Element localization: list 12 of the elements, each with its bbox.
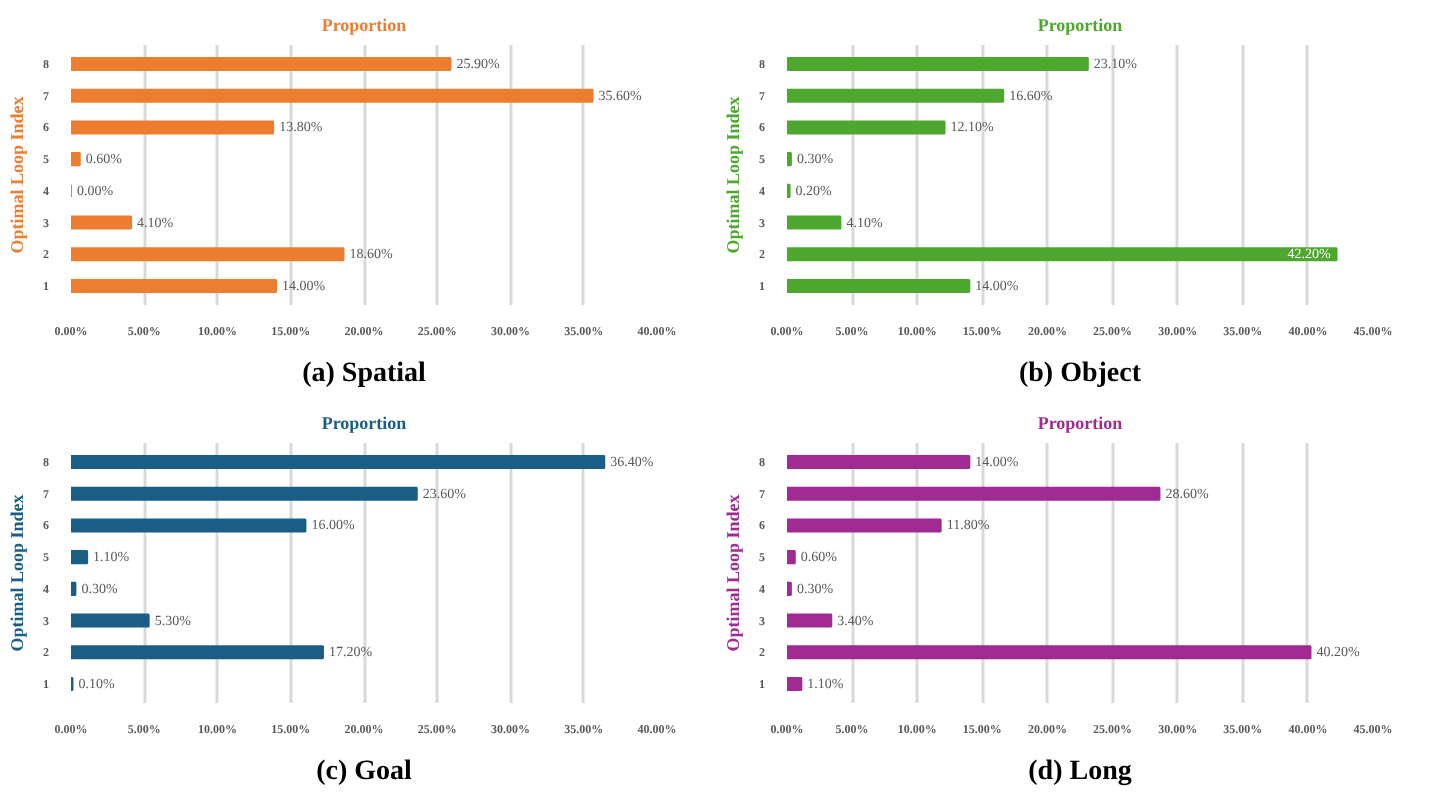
- text: (d) Long: [1028, 757, 1132, 787]
- chart-title: Proportion: [1037, 15, 1123, 35]
- text: (c) Goal: [316, 757, 413, 787]
- y-axis-title: Optimal Loop Index: [723, 493, 743, 652]
- chart-title: Proportion: [321, 413, 407, 433]
- text: (b) Object: [1018, 359, 1142, 389]
- y-axis-title: Optimal Loop Index: [7, 95, 27, 254]
- y-axis-title: Optimal Loop Index: [723, 95, 743, 254]
- chart-title: Proportion: [321, 15, 407, 35]
- chart-title: Proportion: [1037, 413, 1123, 433]
- text: (a) Spatial: [302, 359, 427, 389]
- y-axis-title: Optimal Loop Index: [7, 493, 27, 652]
